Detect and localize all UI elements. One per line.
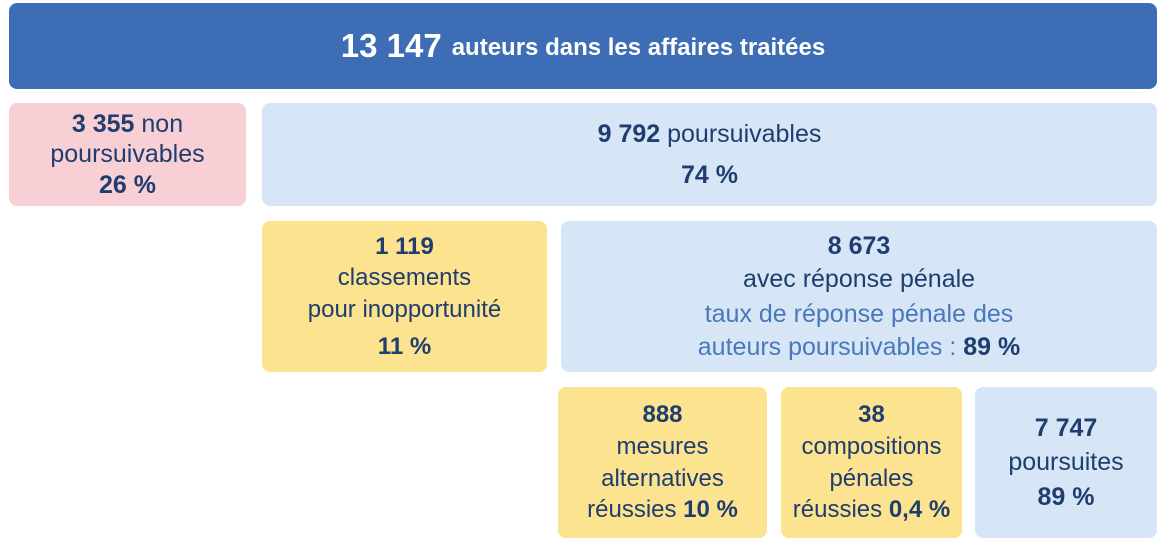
mesures-label-1: mesures <box>616 432 709 460</box>
mesures-box: 888 mesures alternatives réussies 10 % <box>558 387 767 538</box>
compositions-label-3: réussies <box>792 496 883 524</box>
compositions-line-3: réussies 0,4 % <box>793 494 950 526</box>
compositions-label-1: compositions <box>801 432 942 460</box>
reponse-penale-label: avec réponse pénale <box>742 264 976 293</box>
classements-label-2: pour inopportunité <box>307 295 502 323</box>
poursuivables-pct: 74 % <box>681 160 738 189</box>
non-poursuivables-label-2: poursuivables <box>50 140 205 169</box>
mesures-count: 888 <box>642 400 683 428</box>
taux-pct: 89 % <box>963 332 1021 361</box>
non-poursuivables-box: 3 355 non poursuivables 26 % <box>9 103 246 206</box>
taux-line-2: auteurs poursuivables : 89 % <box>698 331 1020 364</box>
header-box: 13 147 auteurs dans les affaires traitée… <box>9 3 1157 89</box>
poursuites-count: 7 747 <box>1034 413 1098 442</box>
mesures-pct: 10 % <box>683 496 738 524</box>
taux-reponse-penale: taux de réponse pénale des auteurs pours… <box>698 298 1020 363</box>
non-poursuivables-line-1: 3 355 non <box>72 109 183 140</box>
poursuivables-count: 9 792 <box>597 120 661 148</box>
taux-line-1: taux de réponse pénale des <box>704 300 1014 328</box>
mesures-label-3: réussies <box>587 496 677 524</box>
non-poursuivables-pct: 26 % <box>99 170 156 199</box>
poursuites-label: poursuites <box>1008 448 1124 477</box>
reponse-penale-box: 8 673 avec réponse pénale taux de répons… <box>561 221 1157 372</box>
non-poursuivables-count: 3 355 <box>71 109 135 138</box>
poursuivables-label: poursuivables <box>667 120 822 148</box>
compositions-box: 38 compositions pénales réussies 0,4 % <box>781 387 962 538</box>
non-poursuivables-label-1: non <box>141 109 184 138</box>
header-label: auteurs dans les affaires traitées <box>451 34 826 62</box>
mesures-label-2: alternatives <box>601 464 724 492</box>
classements-box: 1 119 classements pour inopportunité 11 … <box>262 221 547 372</box>
poursuites-box: 7 747 poursuites 89 % <box>975 387 1157 538</box>
header-count: 13 147 <box>340 26 442 64</box>
classements-label-1: classements <box>337 264 472 292</box>
taux-line-2-text: auteurs poursuivables : <box>697 332 957 361</box>
compositions-count: 38 <box>858 400 885 428</box>
compositions-label-2: pénales <box>829 464 914 492</box>
classements-pct: 11 % <box>377 332 432 360</box>
reponse-penale-count: 8 673 <box>827 232 891 260</box>
poursuivables-box: 9 792 poursuivables 74 % <box>262 103 1157 206</box>
mesures-line-3: réussies 10 % <box>587 494 738 526</box>
poursuivables-line: 9 792 poursuivables <box>598 119 822 150</box>
compositions-pct: 0,4 % <box>888 496 951 524</box>
classements-count: 1 119 <box>375 233 434 261</box>
poursuites-pct: 89 % <box>1037 482 1095 511</box>
